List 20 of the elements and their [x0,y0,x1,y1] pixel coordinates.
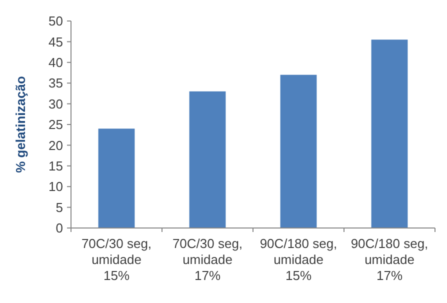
y-tick-label: 25 [48,117,63,132]
y-tick-label: 35 [48,76,63,91]
y-tick-label: 15 [48,158,63,174]
y-tick-label: 40 [48,54,63,70]
y-tick-label: 30 [48,96,63,112]
y-tick-label: 20 [48,138,63,153]
x-tick-label: 90C/180 seg, umidade 17% [350,236,428,283]
x-tick-label: 70C/30 seg, umidade 15% [81,236,152,283]
bar [189,91,226,228]
x-tick-label: 90C/180 seg, umidade 15% [260,236,338,283]
x-tick-label: 70C/30 seg, umidade 17% [172,236,243,283]
y-tick-label: 45 [48,34,63,50]
y-tick-label: 50 [48,14,63,29]
bar [98,128,135,228]
y-tick-label: 5 [56,200,63,215]
y-tick-label: 0 [56,220,63,236]
bar [371,40,408,228]
y-axis-title: % gelatinização [13,76,28,173]
y-tick-label: 10 [48,179,63,194]
bar [280,74,317,228]
